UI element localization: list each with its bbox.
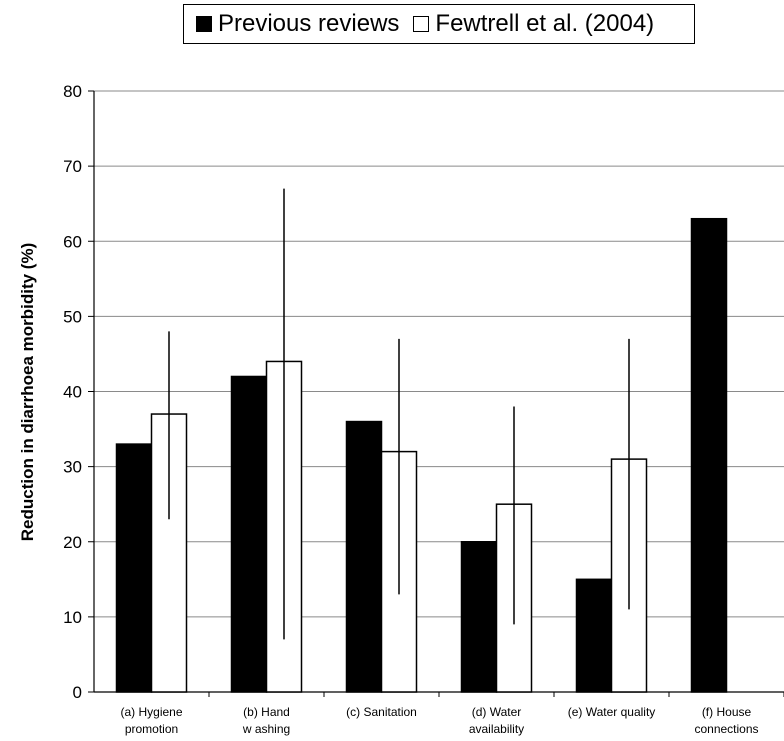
x-category-label: (d) Water — [472, 705, 522, 719]
y-tick-label: 40 — [63, 383, 82, 402]
x-category-label: availability — [469, 722, 524, 736]
bar-previous-reviews — [230, 375, 268, 693]
x-category-label: promotion — [125, 722, 178, 736]
bar-previous-reviews — [345, 420, 383, 693]
y-tick-label: 60 — [63, 232, 82, 251]
legend-swatch-open — [413, 16, 430, 32]
legend-swatch-filled — [196, 16, 212, 32]
x-category-label: (f) House — [702, 705, 752, 719]
legend-label-fewtrell: Fewtrell et al. (2004) — [435, 10, 655, 37]
legend-item-fewtrell: Fewtrell et al. (2004) — [413, 10, 654, 38]
legend-label-previous-reviews: Previous reviews — [218, 10, 400, 37]
y-tick-label: 0 — [73, 683, 82, 702]
y-tick-label: 10 — [63, 608, 82, 627]
y-tick-label: 70 — [63, 157, 82, 176]
x-category-label: (c) Sanitation — [346, 705, 417, 719]
bar-previous-reviews — [460, 541, 498, 693]
bar-previous-reviews — [575, 578, 613, 693]
y-tick-label: 80 — [63, 82, 82, 101]
x-category-label: (b) Hand — [243, 705, 290, 719]
legend: Previous reviews Fewtrell et al. (2004) — [183, 4, 695, 44]
x-category-label: (a) Hygiene — [120, 705, 182, 719]
y-tick-label: 20 — [63, 533, 82, 552]
bar-previous-reviews — [690, 217, 728, 693]
y-tick-label: 30 — [63, 458, 82, 477]
bar-previous-reviews — [115, 443, 153, 693]
x-category-label: connections — [694, 722, 758, 736]
legend-item-previous-reviews: Previous reviews — [196, 10, 399, 38]
x-category-label: (e) Water quality — [568, 705, 656, 719]
x-category-label: w ashing — [242, 722, 290, 736]
y-tick-label: 50 — [63, 307, 82, 326]
